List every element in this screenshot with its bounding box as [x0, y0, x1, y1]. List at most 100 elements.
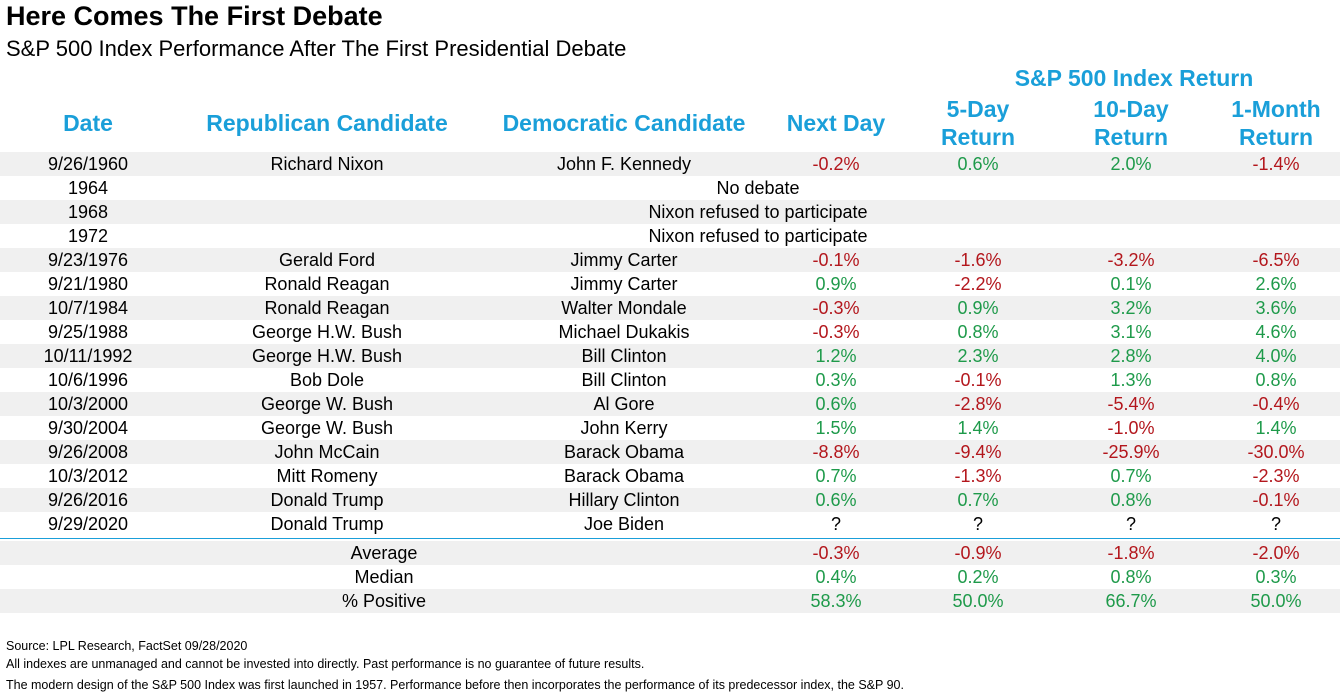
col-header-5day-line1: 5-Day [946, 96, 1010, 122]
cell-republican: John McCain [274, 442, 380, 462]
col-header-10day-line2: Return [1093, 124, 1169, 150]
cell-5day: -0.1% [954, 370, 1002, 390]
cell-date: 9/26/2016 [47, 490, 129, 510]
cell-stat-label: Average [350, 543, 418, 563]
cell-democratic: Bill Clinton [581, 346, 667, 366]
table-row: 10/3/2012 Mitt Romeny Barack Obama 0.7% -1.3… [0, 464, 1340, 488]
cell-1month: 50.0% [1250, 591, 1302, 611]
cell-democratic: Michael Dukakis [558, 322, 690, 342]
cell-date: 10/7/1984 [47, 298, 129, 318]
cell-5day: 0.7% [957, 490, 999, 510]
col-header-1month: 1-Month Return [1206, 95, 1340, 151]
cell-1month: -0.4% [1252, 394, 1300, 414]
cell-stat-label: Median [354, 567, 414, 587]
cell-10day: -1.8% [1107, 543, 1155, 563]
cell-stat-label: % Positive [341, 591, 427, 611]
cell-date: 10/3/2000 [47, 394, 129, 414]
cell-democratic: Walter Mondale [561, 298, 687, 318]
table-row: 10/6/1996 Bob Dole Bill Clinton 0.3% -0.1% 1.… [0, 368, 1340, 392]
cell-date: 9/29/2020 [47, 514, 129, 534]
cell-5day: 0.2% [957, 567, 999, 587]
cell-republican: George W. Bush [260, 394, 394, 414]
cell-democratic: Hillary Clinton [568, 490, 680, 510]
cell-5day: -0.9% [954, 543, 1002, 563]
cell-10day: 0.8% [1110, 567, 1152, 587]
cell-5day: -2.8% [954, 394, 1002, 414]
cell-5day: -2.2% [954, 274, 1002, 294]
cell-10day: 3.2% [1110, 298, 1152, 318]
cell-10day: 3.1% [1110, 322, 1152, 342]
cell-note: Nixon refused to participate [648, 226, 868, 246]
cell-republican: Ronald Reagan [264, 274, 390, 294]
cell-10day: 2.8% [1110, 346, 1152, 366]
cell-10day: 2.0% [1110, 154, 1152, 174]
cell-1month: -30.0% [1247, 442, 1305, 462]
col-header-date: Date [63, 110, 113, 136]
col-header-republican: Republican Candidate [206, 110, 448, 136]
cell-date: 9/25/1988 [47, 322, 129, 342]
cell-5day: 2.3% [957, 346, 999, 366]
cell-1month: -0.1% [1252, 490, 1300, 510]
cell-1month: 1.4% [1255, 418, 1297, 438]
cell-5day: ? [972, 514, 983, 534]
cell-10day: 0.7% [1110, 466, 1152, 486]
cell-1month: -6.5% [1252, 250, 1300, 270]
cell-date: 10/11/1992 [43, 346, 133, 366]
cell-next-day: 1.2% [815, 346, 857, 366]
cell-next-day: ? [830, 514, 841, 534]
cell-republican: George W. Bush [260, 418, 394, 438]
cell-date: 10/3/2012 [47, 466, 129, 486]
cell-democratic: Bill Clinton [581, 370, 667, 390]
cell-10day: ? [1125, 514, 1136, 534]
table-row: 9/26/1960 Richard Nixon John F. Kennedy -0.… [0, 152, 1340, 176]
cell-republican: Richard Nixon [270, 154, 384, 174]
cell-date: 9/26/2008 [47, 442, 129, 462]
page-subtitle: S&P 500 Index Performance After The Firs… [6, 36, 627, 61]
cell-10day: 0.1% [1110, 274, 1152, 294]
cell-10day: 1.3% [1110, 370, 1152, 390]
footnote-disclaimer: All indexes are unmanaged and cannot be … [6, 657, 645, 671]
cell-5day: 50.0% [952, 591, 1004, 611]
cell-10day: -3.2% [1107, 250, 1155, 270]
table-row: 9/21/1980 Ronald Reagan Jimmy Carter 0.9% -2… [0, 272, 1340, 296]
cell-5day: -1.6% [954, 250, 1002, 270]
table-row: 9/26/2008 John McCain Barack Obama -8.8% -9.… [0, 440, 1340, 464]
cell-1month: 2.6% [1255, 274, 1297, 294]
cell-date: 9/21/1980 [47, 274, 129, 294]
cell-5day: -9.4% [954, 442, 1002, 462]
cell-1month: -1.4% [1252, 154, 1300, 174]
cell-10day: -25.9% [1102, 442, 1160, 462]
cell-next-day: -0.3% [812, 322, 860, 342]
col-header-10day-line1: 10-Day [1093, 96, 1169, 122]
cell-1month: 3.6% [1255, 298, 1297, 318]
cell-1month: 4.6% [1255, 322, 1297, 342]
table-row: 1968 Nixon refused to participate [0, 200, 1340, 224]
table-row: 1964 No debate [0, 176, 1340, 200]
cell-republican: Ronald Reagan [264, 298, 390, 318]
cell-5day: 1.4% [957, 418, 999, 438]
cell-next-day: 0.6% [815, 490, 857, 510]
cell-democratic: Barack Obama [563, 466, 685, 486]
cell-democratic: Barack Obama [563, 442, 685, 462]
cell-1month: -2.3% [1252, 466, 1300, 486]
cell-next-day: 0.7% [815, 466, 857, 486]
table-row: 9/29/2020 Donald Trump Joe Biden???? [0, 512, 1340, 536]
table-row: 1972 Nixon refused to participate [0, 224, 1340, 248]
cell-republican: George H.W. Bush [251, 346, 403, 366]
cell-date: 9/30/2004 [47, 418, 129, 438]
cell-democratic: John Kerry [580, 418, 668, 438]
cell-5day: 0.9% [957, 298, 999, 318]
cell-1month: 0.8% [1255, 370, 1297, 390]
cell-next-day: 0.6% [815, 394, 857, 414]
cell-5day: 0.8% [957, 322, 999, 342]
cell-next-day: 1.5% [815, 418, 857, 438]
cell-next-day: -0.3% [812, 543, 860, 563]
stats-row: % Positive 58.3% 50.0% 66.7% 50.0% [0, 589, 1340, 613]
cell-republican: Bob Dole [289, 370, 365, 390]
cell-5day: 0.6% [957, 154, 999, 174]
footnote-source: Source: LPL Research, FactSet 09/28/2020 [6, 639, 248, 653]
cell-date: 9/26/1960 [47, 154, 129, 174]
cell-republican: Donald Trump [270, 514, 384, 534]
cell-1month: 0.3% [1255, 567, 1297, 587]
table-row: 10/3/2000 George W. Bush Al Gore 0.6% -2.8% -… [0, 392, 1340, 416]
